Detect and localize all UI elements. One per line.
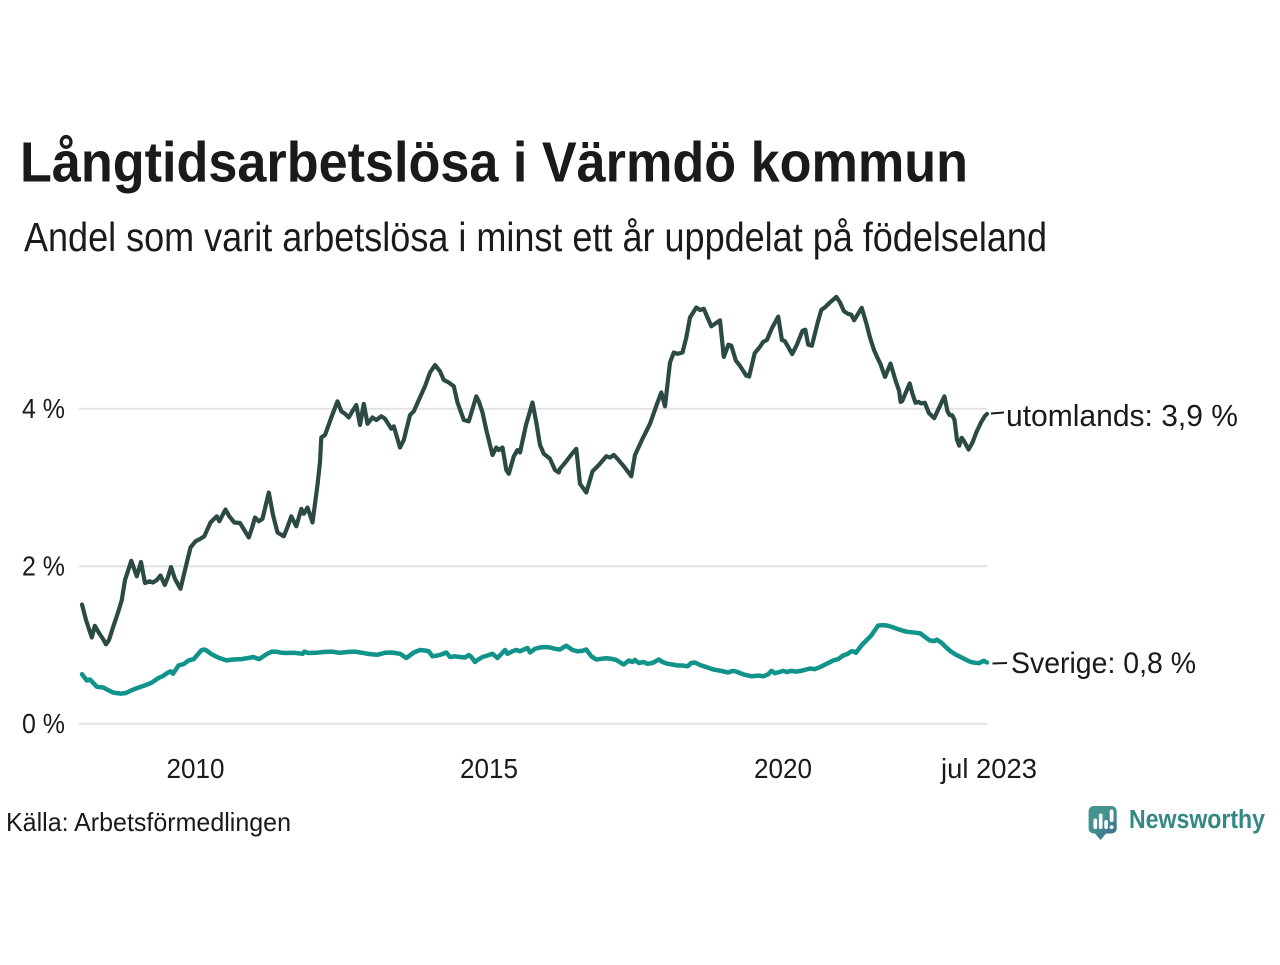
svg-text:utomlands: 3,9 %: utomlands: 3,9 % (1006, 398, 1238, 433)
svg-text:2015: 2015 (460, 753, 518, 784)
svg-text:Andel som varit arbetslösa i m: Andel som varit arbetslösa i minst ett å… (24, 214, 1047, 260)
svg-text:Sverige: 0,8 %: Sverige: 0,8 % (1011, 647, 1196, 680)
svg-text:2010: 2010 (167, 753, 225, 784)
svg-text:jul 2023: jul 2023 (940, 753, 1037, 784)
svg-text:Newsworthy: Newsworthy (1129, 806, 1266, 834)
svg-text:0 %: 0 % (22, 708, 65, 739)
svg-text:Långtidsarbetslösa i Värmdö ko: Långtidsarbetslösa i Värmdö kommun (20, 131, 968, 195)
svg-text:2 %: 2 % (22, 551, 65, 582)
svg-text:Källa: Arbetsförmedlingen: Källa: Arbetsförmedlingen (6, 807, 291, 837)
svg-text:2020: 2020 (754, 753, 812, 784)
svg-text:4 %: 4 % (22, 393, 65, 424)
